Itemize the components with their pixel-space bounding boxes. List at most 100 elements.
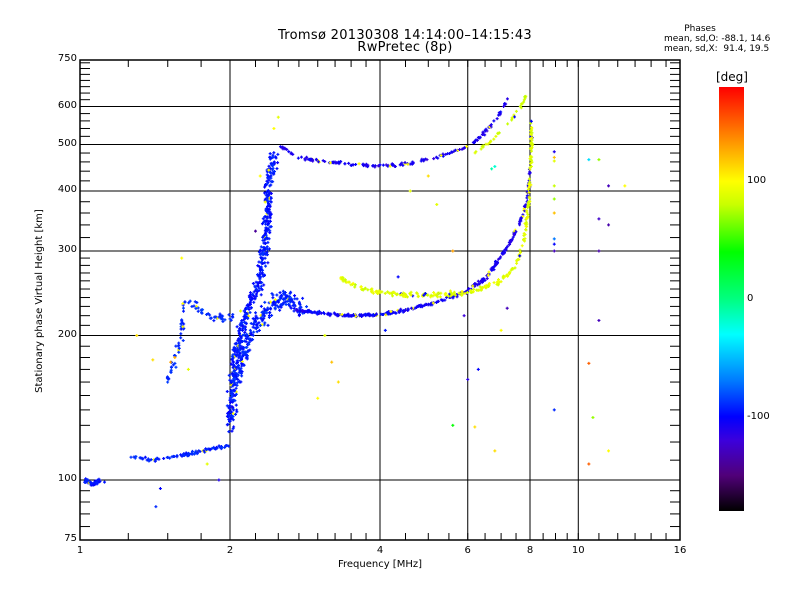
data-point: [479, 279, 483, 283]
data-point: [227, 420, 231, 424]
data-point: [237, 341, 241, 345]
data-point: [259, 304, 263, 308]
data-point: [402, 309, 406, 313]
data-point: [264, 264, 268, 268]
data-point: [197, 449, 201, 453]
data-point: [257, 250, 261, 254]
data-point: [520, 102, 524, 106]
data-point: [91, 483, 95, 487]
data-point: [384, 313, 388, 317]
chart-title: Tromsø 20130308 14:14:00–14:15:43: [277, 28, 533, 43]
data-point: [391, 290, 395, 294]
data-point: [502, 102, 506, 106]
data-point: [259, 267, 263, 271]
data-point: [271, 163, 275, 167]
data-point: [271, 155, 275, 159]
data-point: [495, 117, 499, 121]
data-point: [240, 362, 244, 366]
data-point: [238, 323, 242, 327]
data-point: [259, 260, 263, 264]
data-point: [245, 332, 249, 336]
data-point: [261, 235, 265, 239]
x-tick-label: 2: [226, 545, 234, 556]
data-point: [343, 162, 347, 166]
data-point: [103, 480, 107, 484]
data-point: [607, 184, 611, 188]
data-point: [228, 398, 232, 402]
data-point: [587, 361, 591, 365]
data-point: [415, 291, 419, 295]
data-point: [502, 104, 506, 108]
data-point: [527, 190, 531, 194]
data-point: [496, 260, 500, 264]
data-point: [435, 202, 439, 206]
data-point: [406, 162, 410, 166]
data-point: [493, 449, 497, 453]
data-point: [366, 165, 370, 169]
data-point: [478, 136, 482, 140]
data-point: [373, 165, 377, 169]
data-point: [228, 378, 232, 382]
data-point: [182, 309, 186, 313]
colorbar-unit-label: [deg]: [716, 70, 748, 84]
data-point: [274, 156, 278, 160]
data-point: [135, 334, 139, 338]
data-point: [256, 284, 260, 288]
data-point: [436, 299, 440, 303]
data-point: [253, 326, 257, 330]
data-point: [244, 335, 248, 339]
colorbar-tick-label: -100: [747, 410, 770, 422]
data-point: [195, 452, 199, 456]
data-points-layer: [83, 94, 627, 509]
data-point: [290, 299, 294, 303]
data-point: [496, 113, 500, 117]
data-point: [228, 317, 232, 321]
data-point: [383, 291, 387, 295]
data-point: [522, 204, 526, 208]
data-point: [237, 354, 241, 358]
data-point: [169, 360, 173, 364]
data-point: [389, 309, 393, 313]
data-point: [502, 251, 506, 255]
data-point: [492, 268, 496, 272]
data-point: [237, 331, 241, 335]
data-point: [371, 313, 375, 317]
data-point: [181, 325, 185, 329]
data-point: [231, 384, 235, 388]
data-point: [524, 220, 528, 224]
data-point: [263, 184, 267, 188]
x-tick-label: 16: [673, 545, 687, 556]
data-point: [229, 362, 233, 366]
data-point: [253, 229, 257, 233]
data-point: [248, 328, 252, 332]
data-point: [173, 361, 177, 365]
data-point: [205, 462, 209, 466]
data-point: [465, 290, 469, 294]
data-point: [258, 174, 262, 178]
data-point: [371, 291, 375, 295]
data-point: [251, 338, 255, 342]
data-point: [272, 126, 276, 130]
data-point: [181, 306, 185, 310]
data-point: [473, 141, 477, 145]
data-point: [510, 267, 514, 271]
data-point: [267, 168, 271, 172]
data-point: [524, 224, 528, 228]
data-point: [179, 336, 183, 340]
data-point: [262, 311, 266, 315]
x-tick-label: 6: [464, 545, 471, 556]
data-point: [288, 295, 292, 299]
data-point: [363, 286, 367, 290]
data-point: [269, 212, 273, 216]
data-point: [230, 314, 234, 318]
data-point: [552, 249, 556, 253]
data-point: [275, 293, 279, 297]
x-axis-label: Frequency [MHz]: [337, 559, 423, 570]
data-point: [437, 292, 441, 296]
data-point: [530, 145, 534, 149]
data-point: [271, 168, 275, 172]
data-point: [231, 411, 235, 415]
data-point: [269, 176, 273, 180]
data-point: [289, 290, 293, 294]
